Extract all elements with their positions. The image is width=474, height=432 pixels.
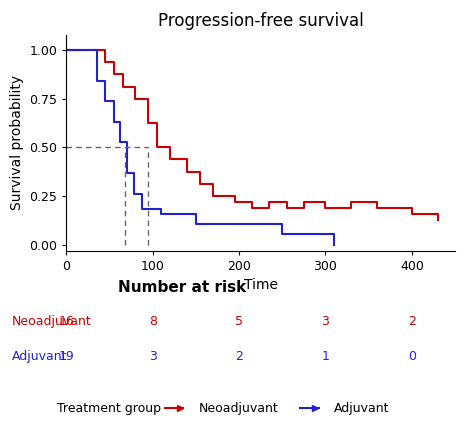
Text: 2: 2 <box>235 350 243 363</box>
Text: 3: 3 <box>149 350 157 363</box>
Text: Adjuvant: Adjuvant <box>334 402 390 415</box>
Y-axis label: Survival probability: Survival probability <box>10 75 24 210</box>
Text: Neoadjuvant: Neoadjuvant <box>12 315 91 328</box>
Text: 1: 1 <box>321 350 329 363</box>
Text: Neoadjuvant: Neoadjuvant <box>199 402 279 415</box>
Text: Number at risk: Number at risk <box>118 280 247 295</box>
Title: Progression-free survival: Progression-free survival <box>158 12 364 30</box>
Text: 5: 5 <box>235 315 243 328</box>
Text: 2: 2 <box>408 315 416 328</box>
Text: Treatment group: Treatment group <box>57 402 161 415</box>
X-axis label: Time: Time <box>244 278 278 292</box>
Text: 19: 19 <box>58 350 74 363</box>
Text: 3: 3 <box>321 315 329 328</box>
Text: Adjuvant: Adjuvant <box>12 350 67 363</box>
Text: 0: 0 <box>408 350 416 363</box>
Text: 16: 16 <box>58 315 74 328</box>
Text: 8: 8 <box>149 315 157 328</box>
